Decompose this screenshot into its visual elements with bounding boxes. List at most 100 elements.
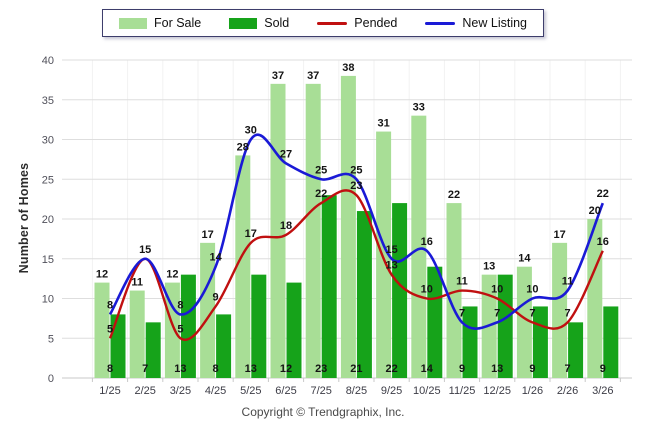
y-tick-label: 30 (42, 135, 54, 147)
value-label-pended: 10 (491, 284, 503, 296)
value-label-pended: 13 (385, 260, 397, 272)
value-label-pended: 5 (107, 323, 113, 335)
legend-label: New Listing (462, 16, 528, 30)
value-label-for-sale: 28 (237, 141, 249, 153)
value-label-for-sale: 22 (448, 189, 460, 201)
value-label-sold: 14 (421, 363, 434, 375)
bar-for-sale (270, 83, 286, 378)
value-label-for-sale: 17 (201, 229, 213, 241)
y-tick-label: 35 (42, 95, 54, 107)
bar-for-sale (235, 155, 251, 378)
value-label-pended: 11 (456, 276, 468, 288)
value-label-for-sale: 12 (166, 269, 178, 281)
x-tick-label: 1/26 (522, 385, 543, 397)
value-label-sold: 8 (107, 363, 113, 375)
value-label-new-listing: 30 (245, 125, 257, 137)
line-pended (108, 189, 604, 341)
bar-for-sale (94, 282, 110, 378)
x-tick-label: 5/25 (240, 385, 261, 397)
bar-sold (603, 306, 619, 378)
value-label-new-listing: 8 (177, 299, 183, 311)
value-label-new-listing: 14 (209, 252, 222, 264)
value-label-pended: 10 (421, 284, 433, 296)
legend: For Sale Sold Pended New Listing (101, 9, 545, 37)
value-label-new-listing: 25 (315, 164, 327, 176)
y-tick-label: 10 (42, 294, 54, 306)
value-label-for-sale: 17 (553, 229, 565, 241)
y-tick-label: 40 (42, 55, 54, 67)
legend-item-sold: Sold (229, 16, 289, 30)
x-tick-label: 6/25 (275, 385, 296, 397)
value-label-for-sale: 13 (483, 261, 495, 273)
sold-swatch (229, 17, 258, 29)
y-tick-label: 25 (42, 174, 54, 186)
x-tick-label: 4/25 (205, 385, 226, 397)
bar-for-sale (376, 131, 392, 378)
legend-item-pended: Pended (317, 16, 397, 30)
x-tick-label: 8/25 (346, 385, 367, 397)
legend-label: For Sale (153, 16, 202, 30)
value-label-new-listing: 11 (562, 276, 574, 288)
bar-sold (286, 282, 302, 378)
bar-sold (427, 266, 443, 378)
y-tick-label: 20 (42, 214, 54, 226)
x-tick-label: 1/25 (99, 385, 120, 397)
bar-for-sale (516, 266, 532, 378)
bar-sold (180, 274, 196, 378)
value-label-new-listing: 7 (459, 307, 465, 319)
copyright-text: Copyright © Trendgraphix, Inc. (241, 405, 405, 419)
value-label-new-listing: 27 (280, 148, 292, 160)
value-label-for-sale: 14 (518, 253, 531, 265)
x-tick-label: 9/25 (381, 385, 402, 397)
value-label-for-sale: 37 (307, 70, 319, 82)
y-tick-label: 15 (42, 254, 54, 266)
x-tick-label: 3/26 (592, 385, 613, 397)
value-label-pended: 22 (315, 188, 327, 200)
value-label-sold: 12 (280, 363, 292, 375)
value-label-sold: 13 (174, 363, 186, 375)
value-label-new-listing: 16 (421, 236, 433, 248)
value-label-pended: 5 (177, 323, 183, 335)
value-label-new-listing: 15 (385, 244, 397, 256)
value-label-sold: 9 (529, 363, 535, 375)
value-label-for-sale: 20 (589, 205, 601, 217)
value-label-pended: 9 (213, 291, 219, 303)
bar-sold (392, 203, 408, 378)
bar-for-sale (446, 203, 462, 378)
value-label-sold: 9 (459, 363, 465, 375)
x-tick-label: 10/25 (413, 385, 441, 397)
value-label-for-sale: 33 (413, 102, 425, 114)
y-tick-label: 5 (48, 333, 54, 345)
value-label-new-listing: 25 (350, 164, 362, 176)
y-axis-title: Number of Homes (17, 162, 31, 274)
value-label-for-sale: 31 (377, 118, 389, 130)
value-label-pended: 17 (245, 228, 257, 240)
bar-sold (145, 322, 161, 378)
value-label-new-listing: 22 (597, 188, 609, 200)
new-listing-swatch (425, 21, 456, 25)
legend-item-for-sale: For Sale (118, 16, 202, 30)
value-label-pended: 7 (565, 307, 571, 319)
bar-for-sale (129, 290, 145, 378)
bar-for-sale (552, 242, 568, 378)
pended-swatch (317, 21, 348, 25)
for-sale-swatch (118, 17, 147, 29)
value-label-sold: 7 (142, 363, 148, 375)
bar-sold (321, 195, 337, 378)
value-label-for-sale: 38 (342, 62, 354, 74)
legend-label: Sold (264, 16, 290, 30)
legend-label: Pended (354, 16, 398, 30)
value-label-for-sale: 11 (131, 277, 143, 289)
x-tick-label: 2/25 (134, 385, 155, 397)
x-tick-label: 7/25 (310, 385, 331, 397)
bar-for-sale (411, 115, 427, 379)
bar-for-sale (305, 83, 321, 378)
value-label-sold: 7 (565, 363, 571, 375)
x-tick-label: 12/25 (483, 385, 511, 397)
value-label-sold: 23 (315, 363, 327, 375)
value-label-new-listing: 10 (526, 284, 538, 296)
bar-for-sale (164, 282, 180, 378)
value-label-sold: 9 (600, 363, 606, 375)
